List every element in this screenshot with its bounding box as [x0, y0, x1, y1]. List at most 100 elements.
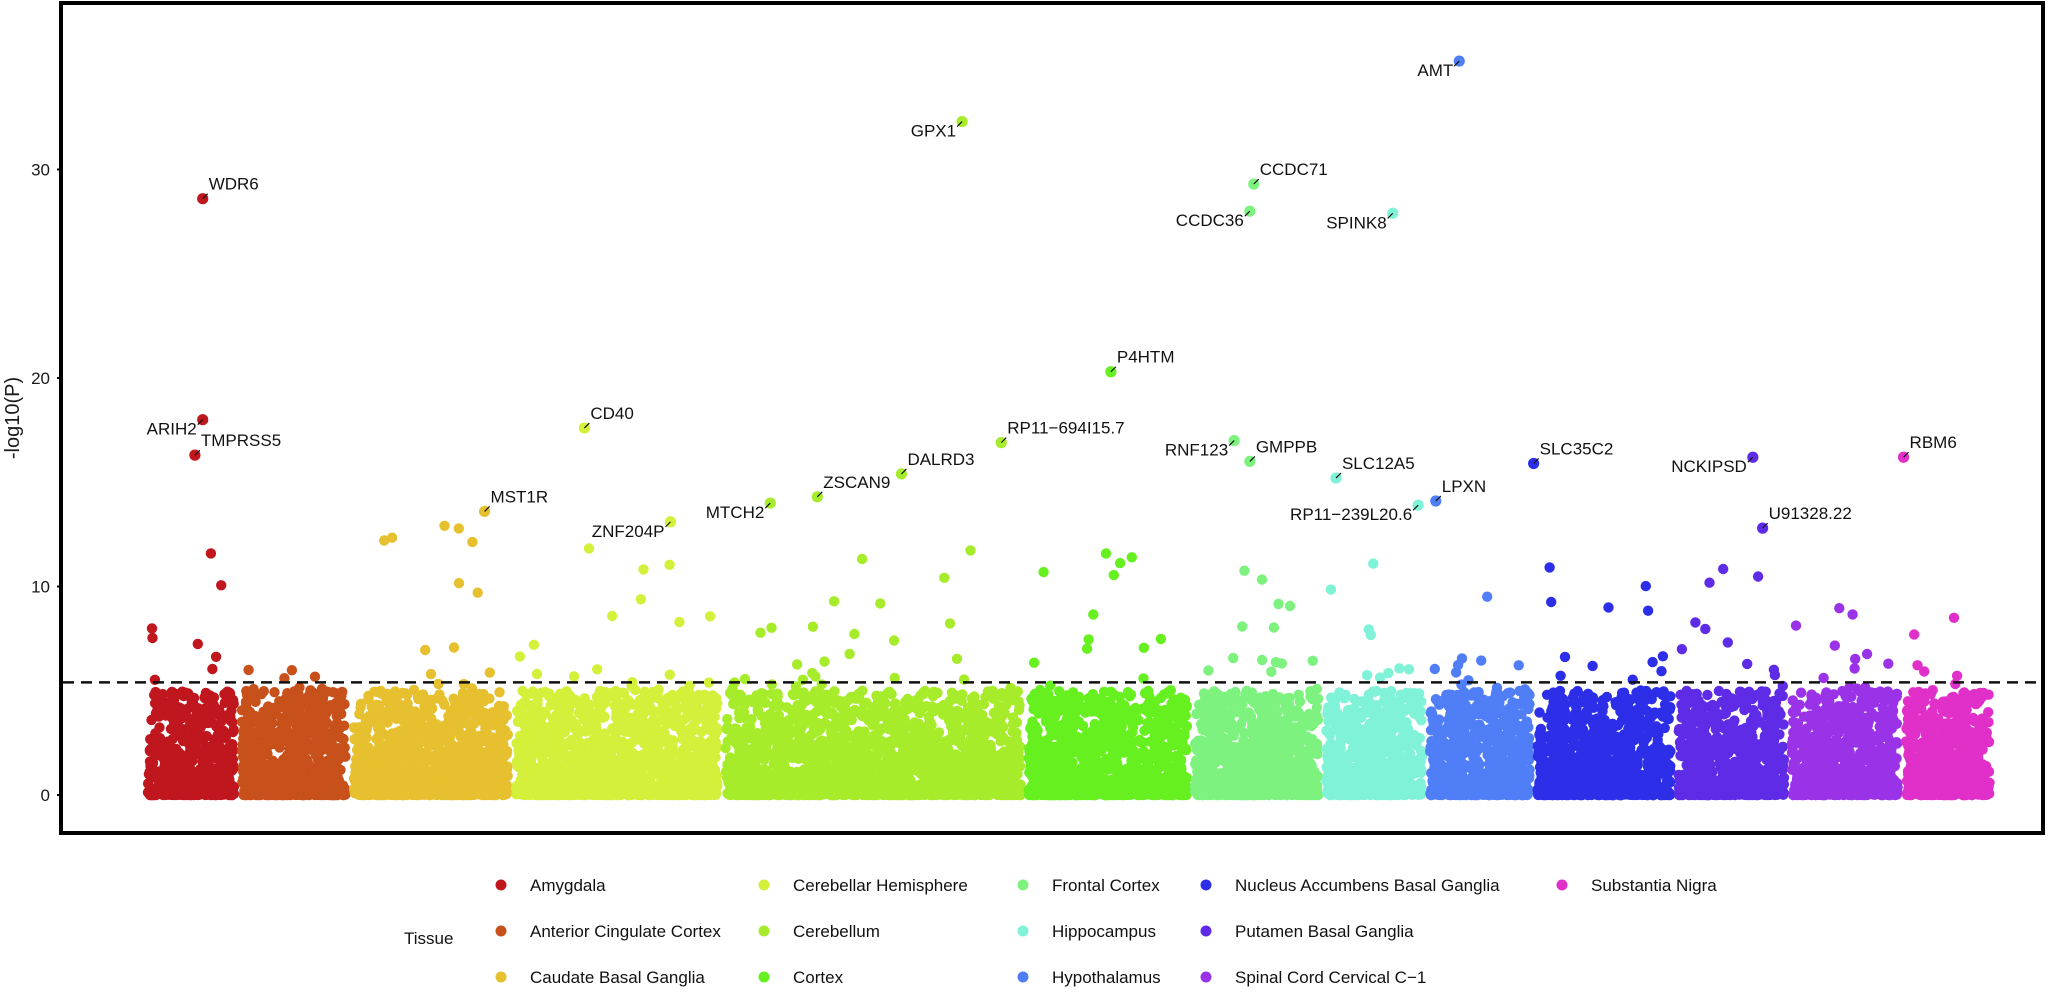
data-point — [294, 682, 305, 693]
data-point — [185, 778, 197, 790]
data-point — [552, 747, 563, 759]
data-point — [552, 729, 563, 740]
data-point — [379, 535, 390, 546]
data-point — [309, 772, 320, 783]
data-point — [612, 736, 623, 747]
data-point — [353, 742, 364, 753]
data-point — [372, 789, 384, 800]
data-point — [185, 764, 196, 775]
data-point — [494, 700, 505, 712]
data-point — [494, 687, 505, 698]
data-point — [647, 714, 659, 726]
data-point — [176, 749, 187, 761]
data-point — [157, 779, 169, 790]
data-point — [639, 787, 650, 798]
data-point — [388, 704, 399, 715]
data-point — [366, 701, 377, 712]
data-point — [244, 774, 255, 786]
data-point — [531, 668, 543, 680]
data-point — [587, 735, 599, 746]
data-point — [699, 689, 710, 701]
data-point — [225, 739, 236, 751]
data-point — [551, 760, 562, 772]
data-point — [215, 771, 226, 782]
data-point — [578, 768, 589, 780]
data-point — [208, 744, 219, 756]
data-point — [482, 746, 493, 757]
data-point — [331, 761, 342, 772]
data-point — [537, 785, 548, 796]
data-point — [279, 775, 291, 786]
data-point — [671, 701, 682, 712]
data-point — [317, 763, 328, 775]
data-point — [220, 786, 231, 797]
data-point — [663, 734, 674, 745]
data-point — [472, 587, 483, 598]
data-point — [192, 638, 203, 650]
data-point — [617, 721, 628, 732]
data-point — [309, 671, 321, 682]
data-point — [371, 775, 382, 786]
data-point — [538, 721, 549, 732]
data-point — [678, 746, 689, 757]
data-point — [390, 689, 401, 700]
data-point — [339, 720, 350, 731]
data-point — [253, 726, 264, 737]
data-point — [256, 689, 267, 700]
data-point — [152, 769, 164, 780]
data-point — [674, 616, 685, 628]
data-point — [527, 700, 539, 711]
data-point — [457, 714, 468, 726]
data-point — [702, 738, 714, 749]
data-point — [615, 707, 626, 719]
data-point — [174, 789, 185, 800]
data-point — [566, 773, 577, 784]
data-point — [639, 738, 650, 749]
data-point — [331, 783, 342, 795]
data-point — [707, 767, 718, 778]
data-point — [720, 742, 731, 754]
data-point — [439, 720, 451, 731]
data-point — [683, 695, 694, 706]
data-point — [638, 564, 649, 575]
data-point — [519, 741, 531, 752]
data-point — [186, 739, 197, 750]
data-point — [642, 728, 653, 739]
data-point — [458, 734, 469, 745]
data-point — [353, 765, 365, 776]
data-point — [928, 686, 940, 697]
data-point — [439, 520, 450, 531]
data-point — [453, 523, 464, 534]
data-point — [630, 684, 641, 696]
data-point — [190, 710, 202, 722]
data-point — [216, 580, 227, 591]
data-point — [184, 748, 196, 759]
data-point — [662, 746, 673, 757]
data-point — [146, 623, 158, 634]
data-point — [315, 714, 327, 726]
data-point — [291, 764, 302, 775]
data-point — [453, 578, 465, 589]
data-point — [355, 702, 366, 713]
data-point — [176, 760, 187, 771]
data-point — [237, 743, 248, 754]
data-point — [450, 704, 462, 715]
data-point — [484, 667, 495, 678]
data-point — [703, 753, 714, 765]
data-point — [177, 707, 188, 719]
data-point — [565, 738, 576, 750]
data-point — [334, 695, 345, 706]
data-point — [239, 724, 250, 735]
data-point — [572, 726, 583, 738]
data-point — [582, 779, 594, 790]
data-point — [351, 722, 362, 733]
data-point — [654, 737, 665, 749]
data-point — [664, 669, 675, 680]
data-point — [274, 696, 285, 707]
data-point — [351, 774, 363, 785]
data-point — [649, 706, 660, 717]
data-point — [526, 788, 538, 799]
data-point — [497, 752, 508, 764]
data-point — [448, 642, 460, 653]
tissue-points-0 — [142, 548, 240, 801]
